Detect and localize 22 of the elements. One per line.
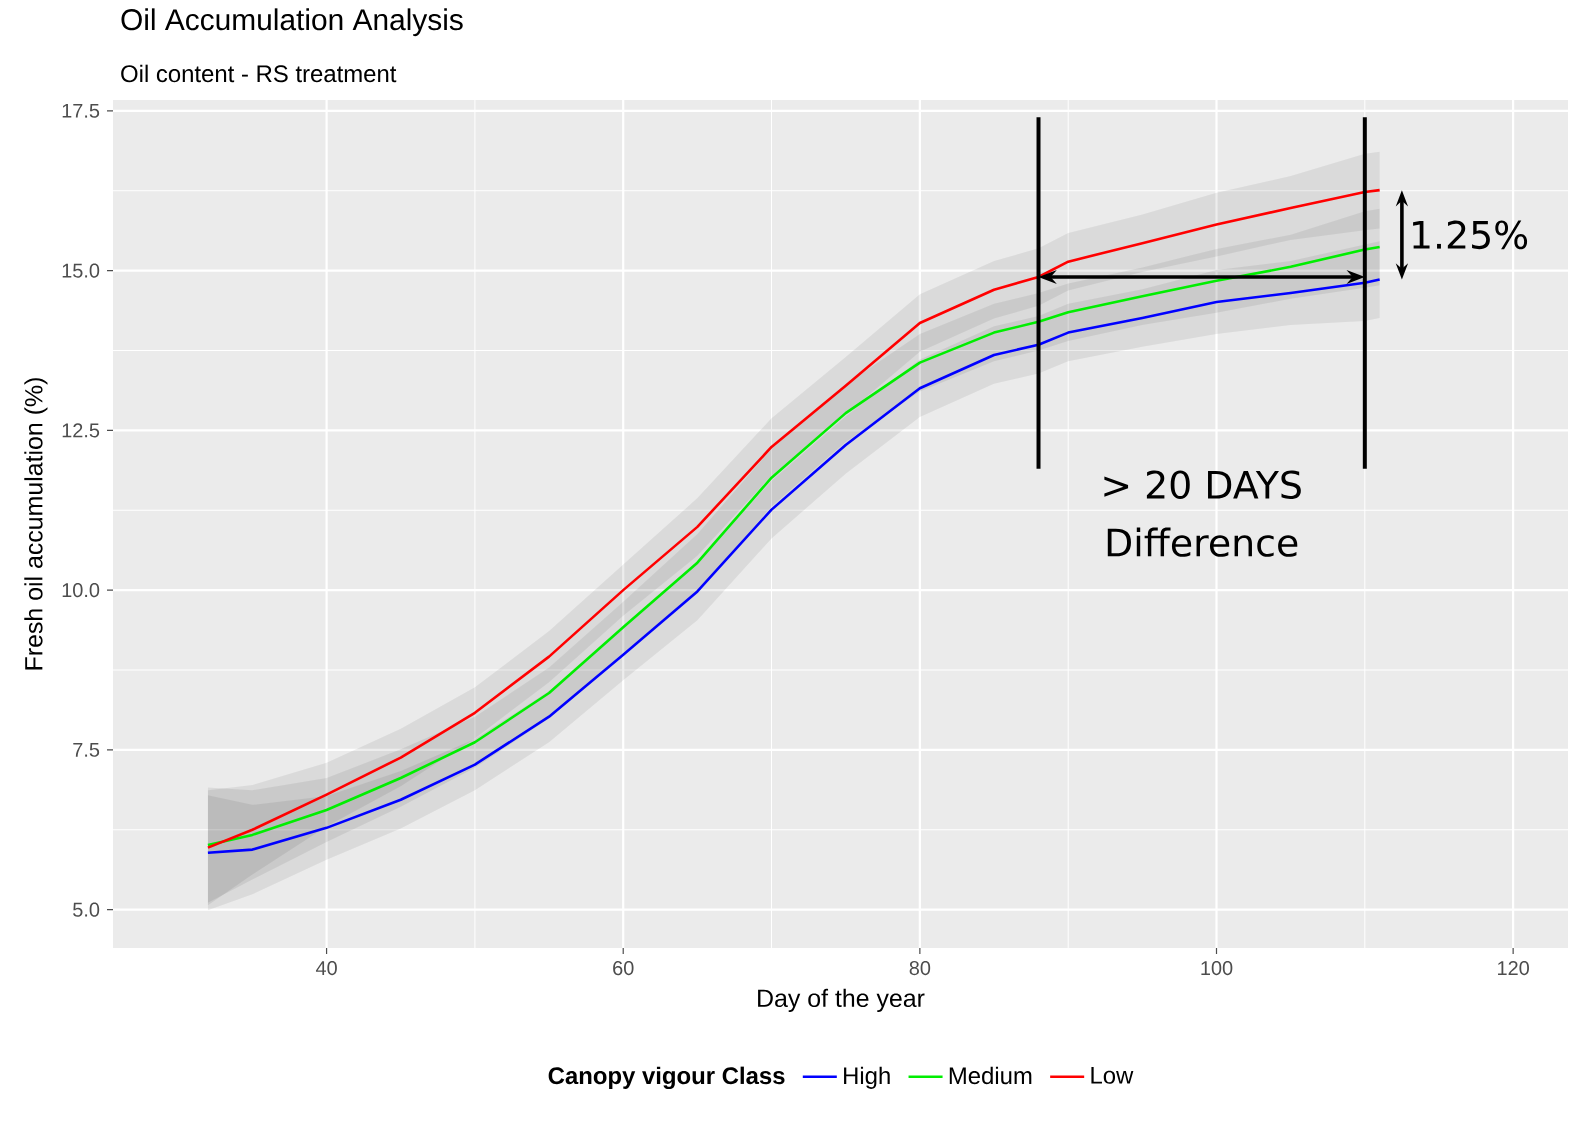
annotation: 1.25%: [1413, 220, 1528, 250]
chart-subtitle: Oil content - RS treatment: [121, 64, 397, 83]
y-tick-label: 5.0: [73, 902, 100, 917]
y-tick-label: 7.5: [73, 742, 100, 757]
chart-title: Oil Accumulation Analysis: [121, 8, 463, 37]
annotation: Difference: [1107, 527, 1298, 557]
x-tick-label: 80: [909, 961, 931, 976]
y-tick-label: 12.5: [62, 423, 100, 438]
x-tick-label: 40: [315, 961, 337, 976]
legend-label: High: [844, 1066, 890, 1089]
legend-label: Medium: [949, 1066, 1032, 1085]
y-tick-label: 10.0: [62, 583, 100, 598]
legend-label: Low: [1091, 1067, 1134, 1084]
legend-title: Canopy vigour Class: [548, 1066, 785, 1089]
x-tick-label: 60: [613, 961, 634, 976]
x-axis-title: Day of the year: [758, 988, 925, 1013]
x-tick-label: 120: [1498, 961, 1529, 976]
y-tick-label: 17.5: [62, 103, 100, 118]
y-axis-title: Fresh oil accumulation (%): [24, 378, 48, 670]
x-tick-label: 100: [1201, 961, 1233, 976]
annotation: > 20 DAYS: [1104, 470, 1301, 500]
y-tick-label: 15.0: [62, 263, 100, 278]
